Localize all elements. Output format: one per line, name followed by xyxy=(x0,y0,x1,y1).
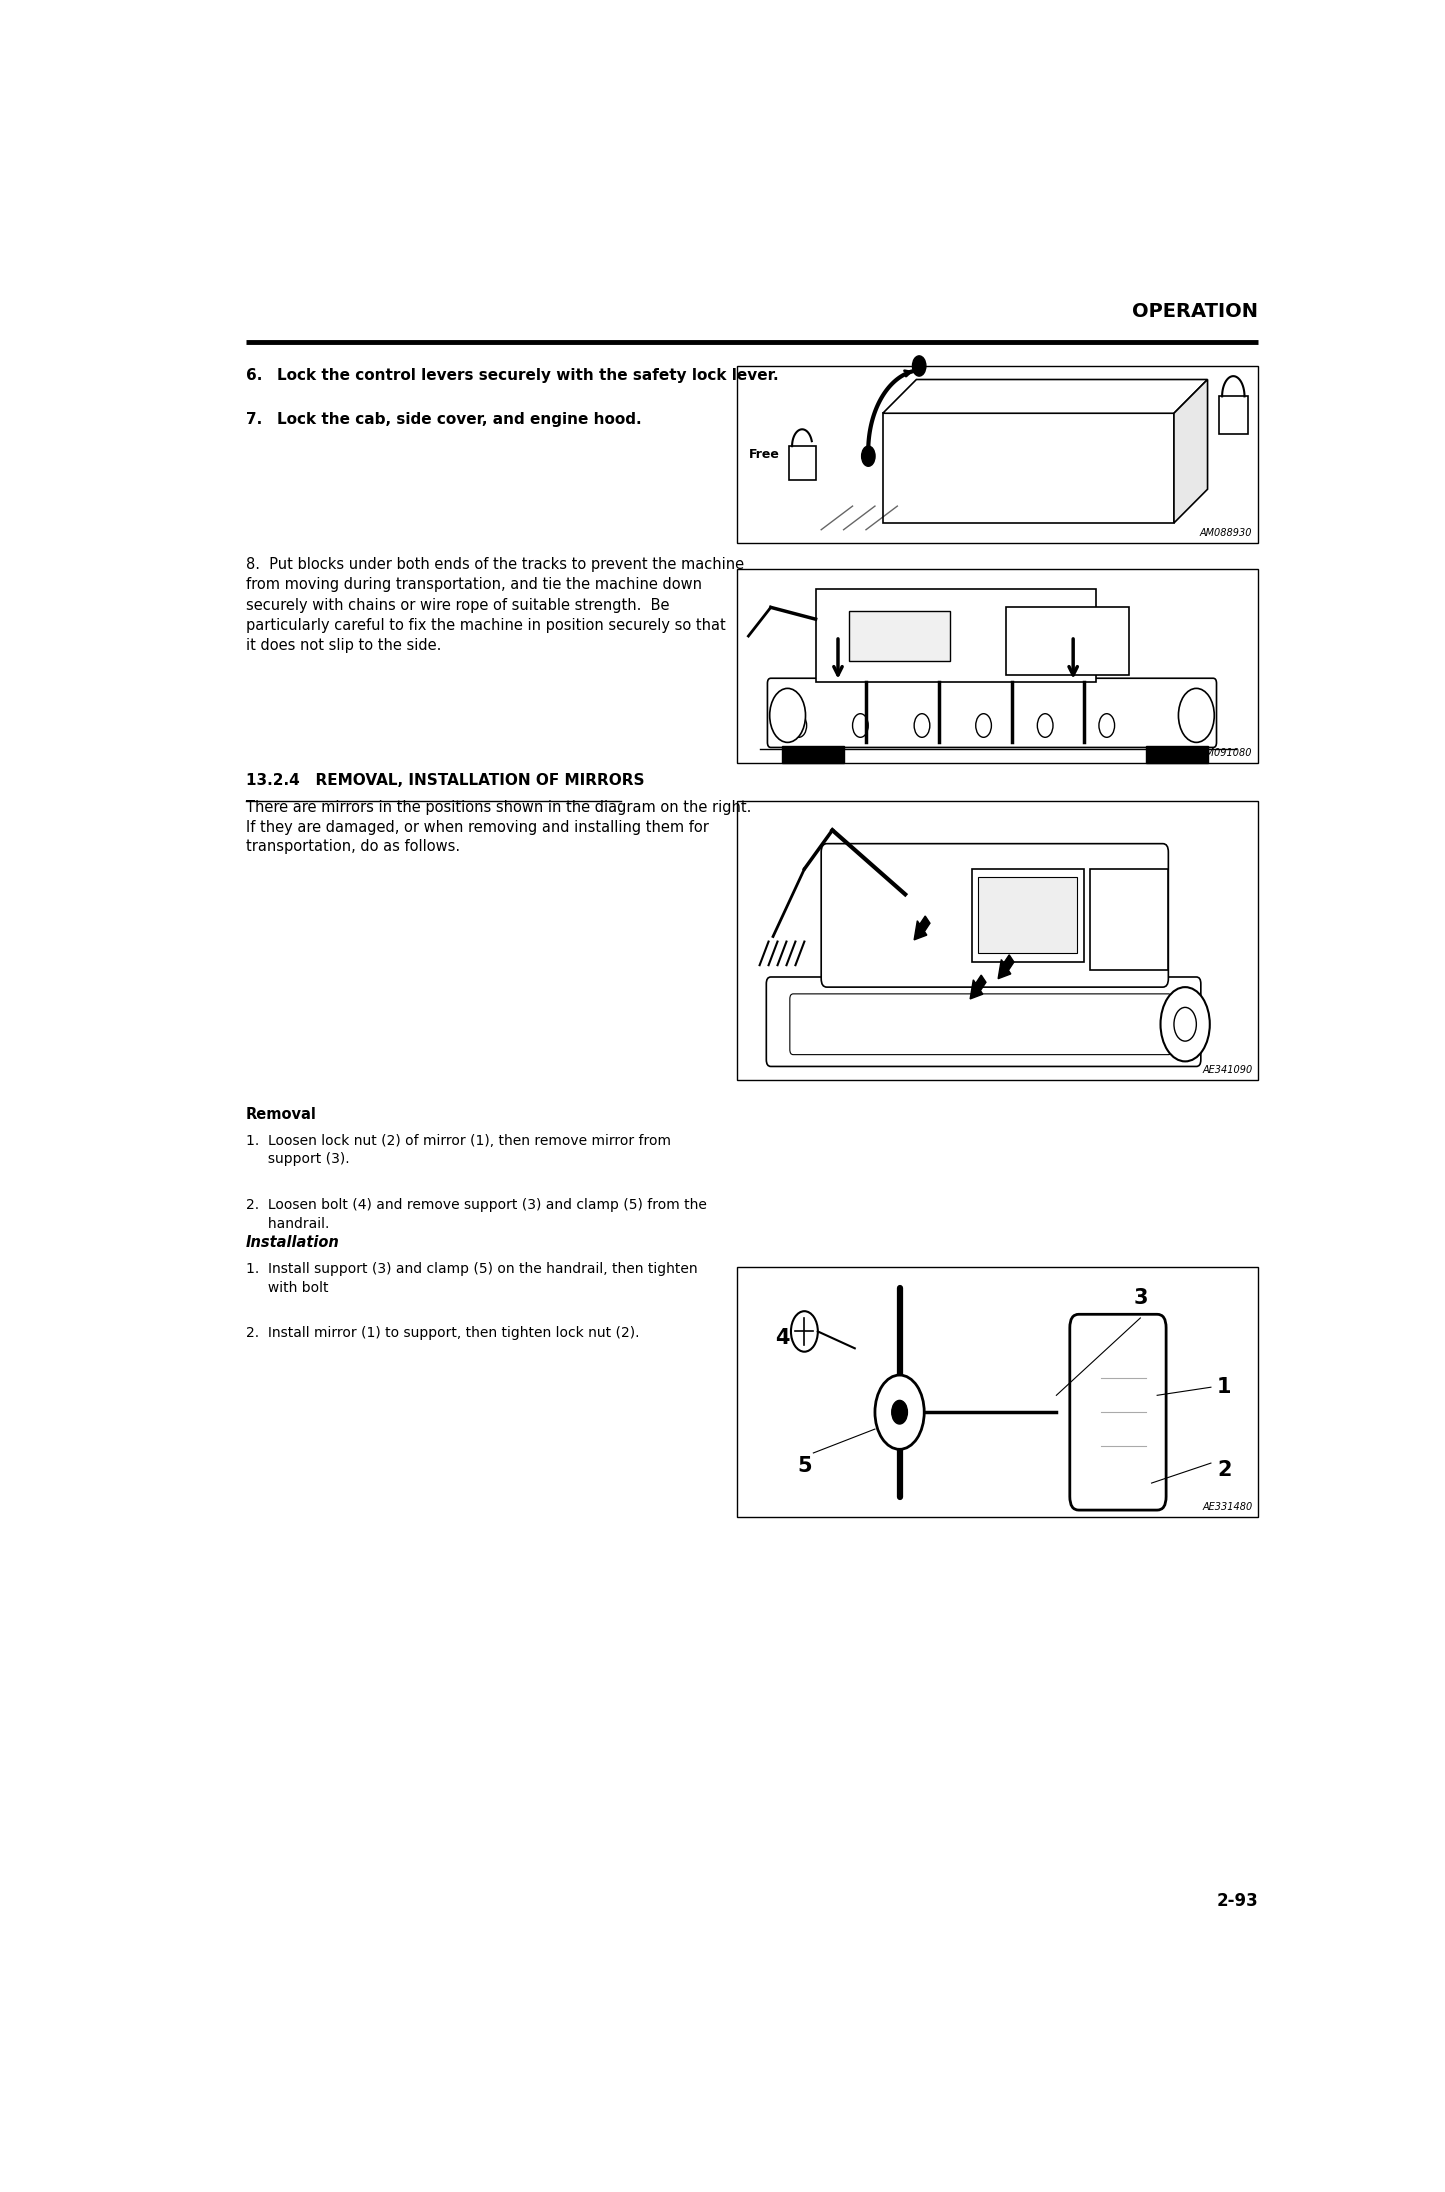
Circle shape xyxy=(1179,688,1214,743)
Bar xyxy=(1006,607,1129,675)
Text: 13.2.4   REMOVAL, INSTALLATION OF MIRRORS: 13.2.4 REMOVAL, INSTALLATION OF MIRRORS xyxy=(246,774,644,787)
Text: 7.: 7. xyxy=(246,412,262,427)
Polygon shape xyxy=(1173,379,1208,524)
Bar xyxy=(1146,745,1208,763)
Polygon shape xyxy=(883,379,1208,414)
Text: There are mirrors in the positions shown in the diagram on the right.
If they ar: There are mirrors in the positions shown… xyxy=(246,800,751,855)
Circle shape xyxy=(1173,1008,1196,1041)
Bar xyxy=(789,447,815,480)
Circle shape xyxy=(861,445,876,467)
FancyArrow shape xyxy=(915,916,931,940)
Bar xyxy=(1090,868,1169,971)
Circle shape xyxy=(1038,715,1053,737)
Text: 2: 2 xyxy=(1217,1460,1231,1480)
Text: AM088930: AM088930 xyxy=(1199,528,1253,539)
Bar xyxy=(737,568,1259,763)
Text: 6.: 6. xyxy=(246,368,262,384)
Text: 1.  Install support (3) and clamp (5) on the handrail, then tighten
     with bo: 1. Install support (3) and clamp (5) on … xyxy=(246,1263,696,1295)
Text: 1: 1 xyxy=(1217,1377,1231,1396)
FancyBboxPatch shape xyxy=(790,993,1172,1054)
Circle shape xyxy=(853,715,868,737)
Text: 1.  Loosen lock nut (2) of mirror (1), then remove mirror from
     support (3).: 1. Loosen lock nut (2) of mirror (1), th… xyxy=(246,1133,670,1166)
Circle shape xyxy=(915,715,929,737)
FancyBboxPatch shape xyxy=(766,978,1201,1068)
FancyBboxPatch shape xyxy=(821,844,1169,986)
Bar xyxy=(737,366,1259,544)
Circle shape xyxy=(912,355,926,377)
Bar xyxy=(815,590,1095,682)
Circle shape xyxy=(790,715,806,737)
Text: 2.  Loosen bolt (4) and remove support (3) and clamp (5) from the
     handrail.: 2. Loosen bolt (4) and remove support (3… xyxy=(246,1199,707,1230)
FancyArrow shape xyxy=(970,975,985,1000)
Text: AM091080: AM091080 xyxy=(1199,747,1253,758)
Circle shape xyxy=(1160,986,1209,1061)
Circle shape xyxy=(892,1401,907,1425)
Text: 5: 5 xyxy=(798,1455,812,1477)
Circle shape xyxy=(790,1311,818,1352)
Text: Lock the cab, side cover, and engine hood.: Lock the cab, side cover, and engine hoo… xyxy=(277,412,642,427)
Bar xyxy=(737,1267,1259,1517)
FancyBboxPatch shape xyxy=(1069,1315,1166,1510)
Text: 8.  Put blocks under both ends of the tracks to prevent the machine
from moving : 8. Put blocks under both ends of the tra… xyxy=(246,557,744,653)
Circle shape xyxy=(1100,715,1114,737)
Text: 2.  Install mirror (1) to support, then tighten lock nut (2).: 2. Install mirror (1) to support, then t… xyxy=(246,1326,639,1339)
Text: Removal: Removal xyxy=(246,1107,316,1122)
Text: 4: 4 xyxy=(775,1328,789,1348)
Circle shape xyxy=(975,715,991,737)
Text: OPERATION: OPERATION xyxy=(1131,302,1259,322)
Bar xyxy=(782,745,844,763)
Circle shape xyxy=(770,688,805,743)
Text: AE331480: AE331480 xyxy=(1202,1502,1253,1512)
Circle shape xyxy=(874,1374,925,1449)
Text: Lock: Lock xyxy=(990,379,1022,392)
FancyArrow shape xyxy=(998,956,1014,978)
Bar xyxy=(883,414,1173,524)
Text: Free: Free xyxy=(749,447,780,460)
Bar xyxy=(1218,397,1248,434)
Bar xyxy=(978,877,1077,954)
Text: Lock the control levers securely with the safety lock lever.: Lock the control levers securely with th… xyxy=(277,368,779,384)
FancyBboxPatch shape xyxy=(767,677,1217,747)
Bar xyxy=(972,868,1084,962)
Text: 3: 3 xyxy=(1133,1287,1147,1309)
Bar xyxy=(737,802,1259,1081)
Text: 2-93: 2-93 xyxy=(1217,1892,1259,1911)
Bar xyxy=(850,612,949,662)
Text: AE341090: AE341090 xyxy=(1202,1065,1253,1074)
Text: Installation: Installation xyxy=(246,1236,340,1249)
